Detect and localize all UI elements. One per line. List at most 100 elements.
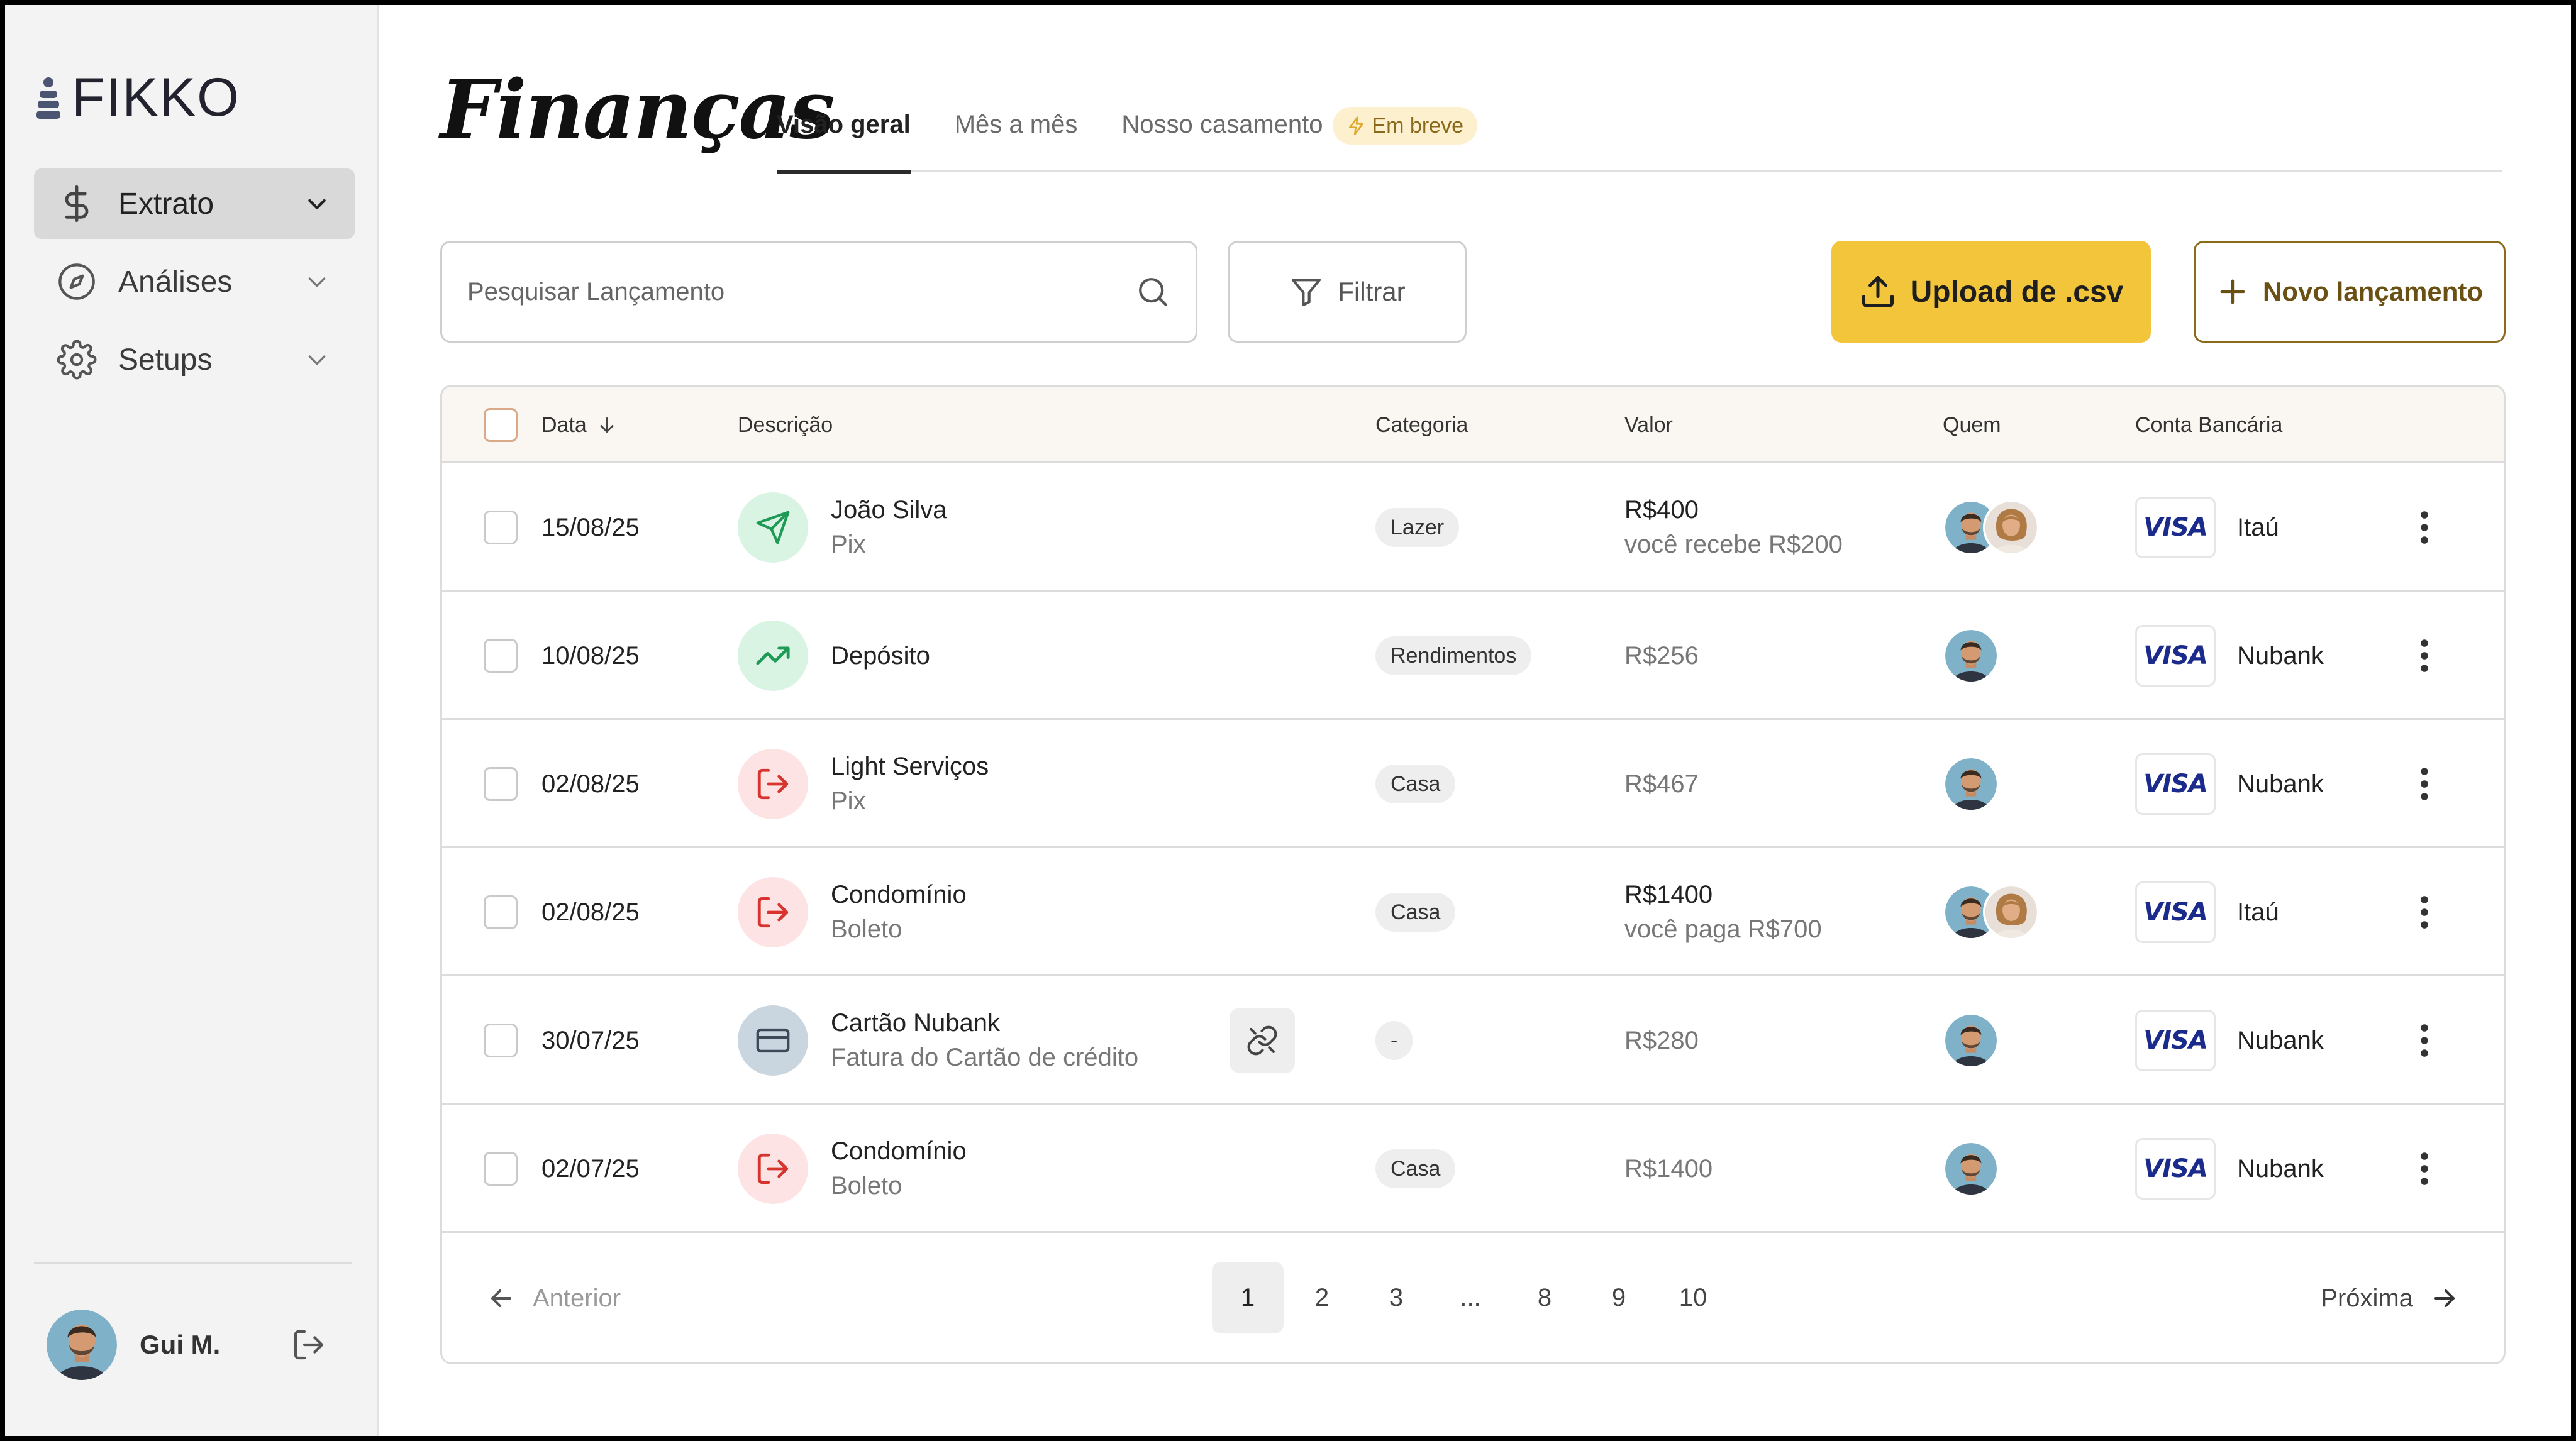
transaction-title: João Silva: [831, 496, 947, 524]
chevron-down-icon: [308, 277, 326, 287]
sidebar-item-setups[interactable]: Setups: [34, 324, 355, 395]
tab-mes-a-mes[interactable]: Mês a mês: [955, 99, 1078, 172]
row-checkbox[interactable]: [484, 1024, 518, 1057]
bank-cell: VISA Nubank: [2135, 592, 2324, 720]
row-menu-button[interactable]: [2412, 893, 2437, 931]
row-checkbox[interactable]: [484, 895, 518, 929]
value-wrap: R$467: [1624, 770, 1699, 798]
filter-button[interactable]: Filtrar: [1228, 241, 1467, 343]
brand-logo[interactable]: FIKKO: [36, 67, 240, 129]
table-row[interactable]: 02/07/25 Condomínio Boleto Casa R$1400 VISA Nu…: [442, 1105, 2504, 1233]
description-cell: Condomínio Boleto: [738, 1105, 967, 1233]
table-row[interactable]: 02/08/25 Condomínio Boleto Casa R$1400 você p…: [442, 848, 2504, 976]
value-cell: R$256: [1624, 592, 1699, 720]
bank-name: Itaú: [2237, 513, 2279, 541]
avatar-group[interactable]: [1943, 756, 1999, 812]
new-entry-label: Novo lançamento: [2262, 277, 2484, 306]
avatar: [47, 1310, 117, 1380]
column-date[interactable]: Data: [541, 387, 618, 463]
unlink-button[interactable]: [1230, 1008, 1295, 1073]
transaction-date: 15/08/25: [541, 513, 640, 541]
search-icon[interactable]: [1135, 274, 1170, 309]
sidebar-item-analises[interactable]: Análises: [34, 246, 355, 317]
select-all-checkbox[interactable]: [484, 408, 518, 442]
tab-nosso-casamento[interactable]: Nosso casamento Em breve: [1121, 99, 1477, 172]
row-menu-button[interactable]: [2412, 1022, 2437, 1059]
search-input[interactable]: [467, 277, 1135, 306]
avatar-group[interactable]: [1943, 1140, 1999, 1197]
previous-page-button[interactable]: Anterior: [486, 1235, 621, 1361]
row-menu-button[interactable]: [2412, 637, 2437, 675]
date-cell: 15/08/25: [541, 463, 640, 592]
value-split: você recebe R$200: [1624, 531, 1843, 558]
actions-cell: [2412, 976, 2437, 1105]
logout-icon[interactable]: [291, 1327, 326, 1362]
row-menu-button[interactable]: [2412, 1150, 2437, 1188]
transaction-value: R$280: [1624, 1026, 1699, 1054]
page-button[interactable]: 1: [1212, 1262, 1284, 1333]
tab-bar: Visão geral Mês a mês Nosso casamento Em…: [777, 99, 2502, 174]
page-button[interactable]: 8: [1537, 1283, 1552, 1311]
category-badge[interactable]: Rendimentos: [1375, 636, 1532, 675]
exit-icon: [738, 877, 808, 947]
row-checkbox[interactable]: [484, 767, 518, 801]
row-checkbox[interactable]: [484, 511, 518, 544]
avatar: [1983, 499, 2040, 556]
description-cell: João Silva Pix: [738, 463, 947, 592]
value-wrap: R$1400 você paga R$700: [1624, 881, 1822, 944]
transaction-value: R$256: [1624, 641, 1699, 670]
upload-csv-button[interactable]: Upload de .csv: [1831, 241, 2151, 343]
row-checkbox[interactable]: [484, 639, 518, 673]
upload-label: Upload de .csv: [1910, 275, 2124, 309]
transactions-table: Data Descrição Categoria Valor Quem Cont…: [440, 385, 2506, 1364]
category-badge[interactable]: Casa: [1375, 1149, 1456, 1188]
category-badge[interactable]: -: [1375, 1021, 1413, 1060]
row-checkbox[interactable]: [484, 1152, 518, 1186]
row-menu-button[interactable]: [2412, 765, 2437, 803]
table-row[interactable]: 10/08/25 Depósito Rendimentos R$256 VISA Nuba…: [442, 592, 2504, 720]
page-button[interactable]: 2: [1314, 1283, 1330, 1311]
badge-label: Em breve: [1372, 113, 1463, 138]
row-checkbox-cell: [484, 848, 518, 976]
description-text: Cartão Nubank Fatura do Cartão de crédito: [831, 1009, 1138, 1072]
transaction-subtitle: Boleto: [831, 915, 902, 943]
description-cell: Cartão Nubank Fatura do Cartão de crédito: [738, 976, 1138, 1105]
row-menu-button[interactable]: [2412, 509, 2437, 546]
sidebar-item-extrato[interactable]: Extrato: [34, 168, 355, 239]
column-who: Quem: [1943, 387, 2001, 463]
transaction-value: R$467: [1624, 770, 1699, 798]
bank-name: Nubank: [2237, 641, 2324, 670]
page-button[interactable]: 3: [1389, 1283, 1404, 1311]
gear-icon: [57, 340, 97, 380]
tab-visao-geral[interactable]: Visão geral: [777, 99, 911, 174]
table-body: 15/08/25 João Silva Pix Lazer R$400 você rece…: [442, 463, 2504, 1233]
category-badge[interactable]: Casa: [1375, 893, 1456, 932]
new-entry-button[interactable]: Novo lançamento: [2194, 241, 2506, 343]
date-cell: 02/08/25: [541, 848, 640, 976]
table-row[interactable]: 15/08/25 João Silva Pix Lazer R$400 você rece…: [442, 463, 2504, 592]
user-profile[interactable]: Gui M.: [47, 1310, 220, 1380]
avatar-group[interactable]: [1943, 499, 2040, 556]
search-box[interactable]: [440, 241, 1197, 343]
column-description: Descrição: [738, 387, 833, 463]
actions-cell: [2412, 592, 2437, 720]
category-badge[interactable]: Casa: [1375, 765, 1456, 803]
table-row[interactable]: 30/07/25 Cartão Nubank Fatura do Cartão de…: [442, 976, 2504, 1105]
date-cell: 02/07/25: [541, 1105, 640, 1233]
send-icon: [738, 492, 808, 563]
table-row[interactable]: 02/08/25 Light Serviços Pix Casa R$467 VISA Nu…: [442, 720, 2504, 848]
who-cell: [1943, 976, 1999, 1105]
page-button[interactable]: 9: [1611, 1283, 1626, 1311]
page-ellipsis: ...: [1460, 1283, 1481, 1311]
trending-up-icon: [738, 621, 808, 691]
avatar-group[interactable]: [1943, 884, 2040, 941]
page-button[interactable]: 10: [1679, 1283, 1707, 1311]
avatar-group[interactable]: [1943, 627, 1999, 684]
bank-cell: VISA Nubank: [2135, 976, 2324, 1105]
category-badge[interactable]: Lazer: [1375, 508, 1460, 547]
avatar: [1943, 627, 1999, 684]
next-page-button[interactable]: Próxima: [2321, 1235, 2460, 1361]
description-text: Light Serviços Pix: [831, 753, 989, 815]
sidebar-nav: Extrato Análises Setups: [34, 168, 355, 402]
avatar-group[interactable]: [1943, 1012, 1999, 1069]
